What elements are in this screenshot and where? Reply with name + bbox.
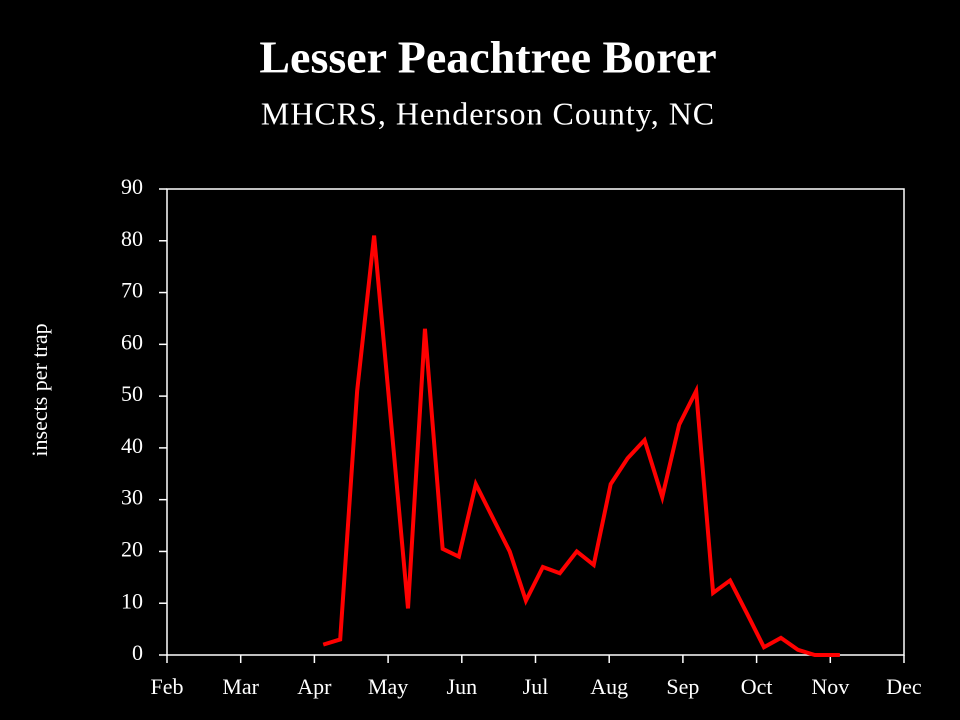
x-tick-label: Dec	[886, 674, 922, 699]
x-tick-label: Nov	[811, 674, 849, 699]
y-tick-label: 90	[121, 174, 143, 199]
y-tick-label: 60	[121, 329, 143, 354]
x-tick-label: Jul	[523, 674, 549, 699]
y-tick-label: 20	[121, 536, 143, 561]
chart-subtitle: MHCRS, Henderson County, NC	[261, 95, 715, 131]
x-tick-label: Sep	[666, 674, 699, 699]
y-tick-label: 70	[121, 278, 143, 303]
data-line	[322, 235, 840, 657]
y-tick-label: 10	[121, 588, 143, 613]
y-tick-label: 50	[121, 381, 143, 406]
y-tick-label: 80	[121, 226, 143, 251]
y-tick-label: 30	[121, 485, 143, 510]
x-tick-label: Apr	[297, 674, 332, 699]
x-tick-label: Feb	[151, 674, 184, 699]
x-tick-label: Mar	[222, 674, 259, 699]
x-tick-label: Jun	[447, 674, 478, 699]
y-axis-label: insects per trap	[27, 323, 52, 456]
y-tick-label: 0	[132, 640, 143, 665]
y-tick-label: 40	[121, 433, 143, 458]
x-tick-label: May	[368, 674, 408, 699]
x-tick-label: Aug	[590, 674, 628, 699]
x-tick-label: Oct	[741, 674, 773, 699]
chart-title: Lesser Peachtree Borer	[259, 32, 716, 83]
